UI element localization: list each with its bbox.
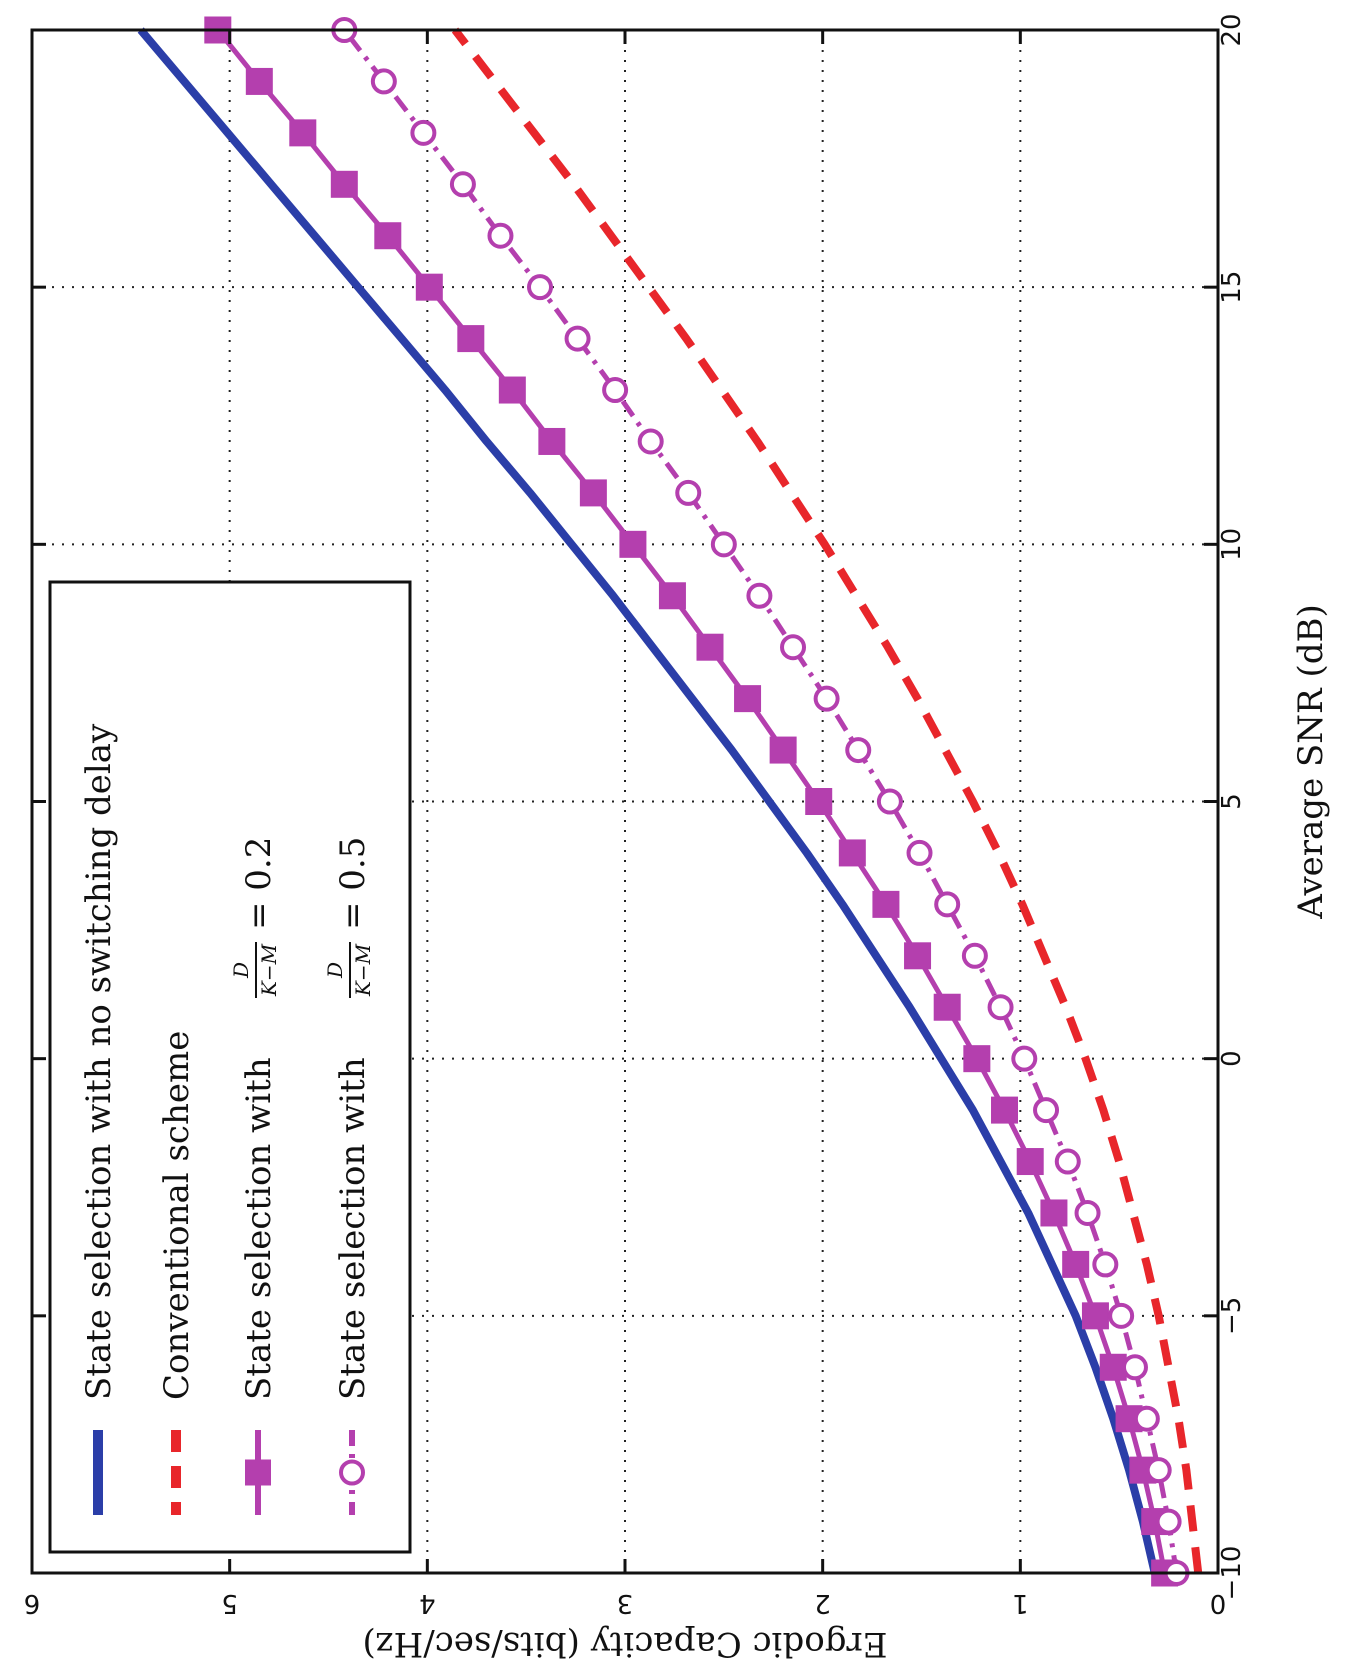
data-point-square [696, 633, 724, 661]
tick-label-capacity: 6 [24, 1588, 41, 1618]
data-point-circle [637, 428, 664, 455]
data-point-circle [1092, 1251, 1119, 1278]
tick-label-snr: −10 [1217, 1546, 1247, 1601]
data-point-circle [487, 222, 514, 249]
data-point-square [498, 376, 526, 404]
legend-label-0: State selection with no switching delay [79, 723, 119, 1400]
tick-label-snr: 0 [1217, 1050, 1247, 1067]
legend-marker-circle [339, 1459, 365, 1486]
series-line-1 [451, 27, 1203, 1574]
data-point-circle [1054, 1148, 1081, 1175]
data-point-square [904, 942, 932, 970]
data-point-square [963, 1045, 991, 1073]
data-point-circle [780, 634, 807, 661]
tick-label-snr: −5 [1217, 1297, 1247, 1335]
data-point-circle [961, 942, 988, 969]
tick-label-snr: 15 [1217, 271, 1247, 304]
data-point-square [538, 427, 566, 455]
data-point-square [289, 119, 317, 147]
data-point-square [579, 479, 607, 507]
data-point-circle [449, 171, 476, 198]
legend-box [48, 580, 412, 1554]
data-point-circle [1074, 1199, 1101, 1226]
legend-marker-square [245, 1459, 271, 1486]
legend-fraction-value: = 0.5 [333, 837, 373, 930]
data-point-square [415, 273, 443, 301]
data-point-square [245, 67, 273, 95]
data-point-circle [602, 377, 629, 404]
data-point-square [769, 736, 797, 764]
data-point-circle [564, 325, 591, 352]
legend-label-3: State selection with [333, 1057, 373, 1400]
data-point-square [933, 993, 961, 1021]
data-point-square [619, 530, 647, 558]
data-point-circle [1033, 1097, 1060, 1124]
legend-label-1: Conventional scheme [157, 1031, 197, 1400]
data-point-circle [845, 737, 872, 764]
data-point-circle [987, 994, 1014, 1021]
data-point-square [838, 839, 866, 867]
y-axis-label: Ergodic Capacity (bits/sec/Hz) [362, 1624, 887, 1664]
data-point-square [457, 325, 485, 353]
data-point-circle [746, 582, 773, 609]
data-point-square [1062, 1250, 1090, 1278]
data-point-square [1016, 1148, 1044, 1176]
data-point-circle [1011, 1045, 1038, 1072]
series-line-0 [137, 27, 1159, 1574]
data-point-circle [1108, 1302, 1135, 1329]
data-point-circle [675, 479, 702, 506]
data-point-circle [1155, 1508, 1182, 1535]
data-point-square [658, 582, 686, 610]
tick-label-capacity: 5 [221, 1588, 238, 1618]
data-point-circle [934, 891, 961, 918]
data-point-circle [876, 788, 903, 815]
legend-fraction-value: = 0.2 [239, 837, 279, 930]
data-point-square [1081, 1302, 1109, 1330]
tick-label-capacity: 0 [1210, 1588, 1227, 1618]
legend-fraction-numerator: D [229, 962, 253, 979]
data-point-square [1040, 1199, 1068, 1227]
x-axis-label: Average SNR (dB) [1291, 604, 1331, 919]
tick-label-capacity: 1 [1012, 1588, 1029, 1618]
data-point-circle [370, 68, 397, 95]
tick-label-capacity: 2 [814, 1588, 831, 1618]
legend-fraction-denominator: K−M [351, 943, 375, 997]
tick-label-snr: 20 [1217, 13, 1247, 46]
data-point-circle [710, 531, 737, 558]
data-point-circle [1145, 1457, 1172, 1484]
data-point-square [872, 890, 900, 918]
legend-label-2: State selection with [239, 1057, 279, 1400]
data-point-square [805, 788, 833, 815]
data-point-circle [813, 685, 840, 712]
legend-fraction-denominator: K−M [257, 943, 281, 997]
plot-area: −10 −5 0 5 10 15 20 0 1 2 3 4 5 6 Average SNR (dB) Ergo… [24, 13, 1331, 1664]
data-point-square [374, 222, 402, 250]
tick-label-snr: 5 [1217, 793, 1247, 810]
data-point-circle [410, 119, 437, 146]
data-point-circle [1133, 1405, 1160, 1432]
legend-fraction-numerator: D [323, 962, 347, 979]
tick-label-capacity: 3 [617, 1588, 634, 1618]
data-point-circle [906, 839, 933, 866]
tick-label-capacity: 4 [419, 1588, 436, 1618]
data-point-circle [1121, 1354, 1148, 1381]
data-point-circle [527, 274, 554, 301]
data-point-square [991, 1096, 1019, 1124]
tick-label-snr: 10 [1217, 528, 1247, 561]
data-point-square [330, 170, 358, 198]
data-point-square [734, 685, 762, 713]
